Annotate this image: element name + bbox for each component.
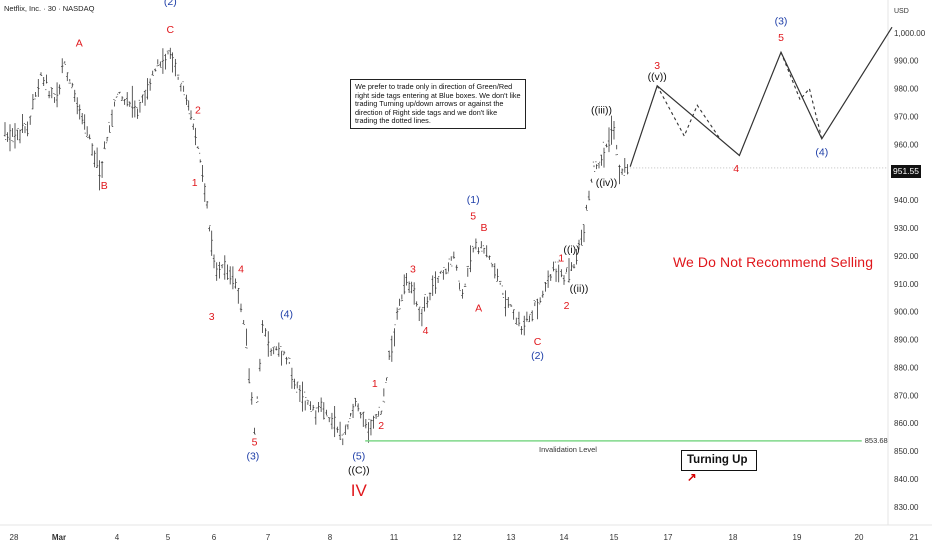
wave-label: 1 [558,252,564,264]
invalidation-value: 853.68 [865,436,888,445]
x-tick-label: 21 [910,533,919,542]
wave-label: 2 [195,105,201,117]
x-tick-label: 20 [855,533,864,542]
wave-label: 1 [192,177,198,189]
x-tick-label: 13 [507,533,516,542]
wave-label: 3 [209,311,215,323]
trading-note-text: We prefer to trade only in direction of … [355,82,521,126]
recommendation-text: We Do Not Recommend Selling [673,254,874,270]
wave-label: ((ii)) [570,283,589,295]
currency-label[interactable]: USD [894,8,909,15]
wave-label: 4 [733,163,739,175]
wave-label: ((v)) [648,71,667,83]
turning-up-badge: Turning Up ↗ [681,450,757,484]
projection-path [629,26,893,167]
wave-label: (3) [246,451,259,463]
wave-label: IV [351,481,368,500]
wave-label: B [101,180,108,192]
wave-label: 5 [778,32,784,44]
wave-label: 5 [252,437,258,449]
x-tick-label: 12 [453,533,462,542]
wave-label: 3 [410,264,416,276]
wave-label: (3) [775,15,788,27]
wave-label: 4 [238,264,244,276]
y-tick-label: 960.00 [894,140,919,149]
wave-label: (5) [352,451,365,463]
y-tick-label: 890.00 [894,336,919,345]
wave-label: B [480,222,487,234]
wave-label: A [76,38,83,50]
arrow-up-right-icon: ↗ [687,472,697,484]
y-tick-label: 830.00 [894,503,919,512]
x-tick-label: 5 [166,533,171,542]
y-tick-label: 870.00 [894,391,919,400]
symbol-title: Netflix, Inc. · 30 · NASDAQ [4,4,95,13]
wave-label: 2 [378,420,384,432]
y-tick-label: 990.00 [894,57,919,66]
x-tick-label: 7 [266,533,271,542]
wave-label: (2) [531,350,544,362]
wave-label: 5 [470,211,476,223]
projection-dotted-path [656,85,721,140]
wave-label: ((i)) [563,244,579,256]
wave-label: ((iii)) [591,105,612,117]
x-tick-label: Mar [52,533,66,542]
wave-label: ((iv)) [596,177,618,189]
y-tick-label: 970.00 [894,112,919,121]
projection-dotted-path [780,52,823,139]
wave-label: 4 [423,325,429,337]
wave-label: (1) [467,194,480,206]
wave-label: ((C)) [348,464,370,476]
x-tick-label: 28 [10,533,19,542]
x-tick-label: 17 [664,533,673,542]
x-tick-label: 19 [793,533,802,542]
y-tick-label: 920.00 [894,252,919,261]
y-tick-label: 980.00 [894,85,919,94]
invalidation-label: Invalidation Level [539,445,597,454]
y-tick-label: 880.00 [894,363,919,372]
wave-label: 3 [654,60,660,72]
x-tick-label: 11 [390,533,399,542]
wave-label: 1 [372,378,378,390]
x-tick-label: 8 [328,533,333,542]
x-tick-label: 18 [729,533,738,542]
wave-label: (4) [815,146,828,158]
turning-up-label: Turning Up [687,454,748,466]
wave-label: C [167,24,175,36]
y-tick-label: 840.00 [894,475,919,484]
wave-label: C [534,336,542,348]
wave-label: (4) [280,308,293,320]
y-tick-label: 1,000.00 [894,29,926,38]
x-tick-label: 15 [610,533,619,542]
x-tick-label: 4 [115,533,120,542]
y-tick-label: 850.00 [894,447,919,456]
wave-label: A [475,303,482,315]
y-tick-label: 930.00 [894,224,919,233]
y-tick-label: 940.00 [894,196,919,205]
last-price-tag: 951.55 [891,165,921,178]
y-tick-label: 900.00 [894,308,919,317]
trading-note: We prefer to trade only in direction of … [350,79,526,129]
y-tick-label: 910.00 [894,280,919,289]
x-tick-label: 6 [212,533,217,542]
x-tick-label: 14 [560,533,569,542]
y-tick-label: 860.00 [894,419,919,428]
wave-label: (2) [164,0,177,8]
wave-label: 2 [564,300,570,312]
